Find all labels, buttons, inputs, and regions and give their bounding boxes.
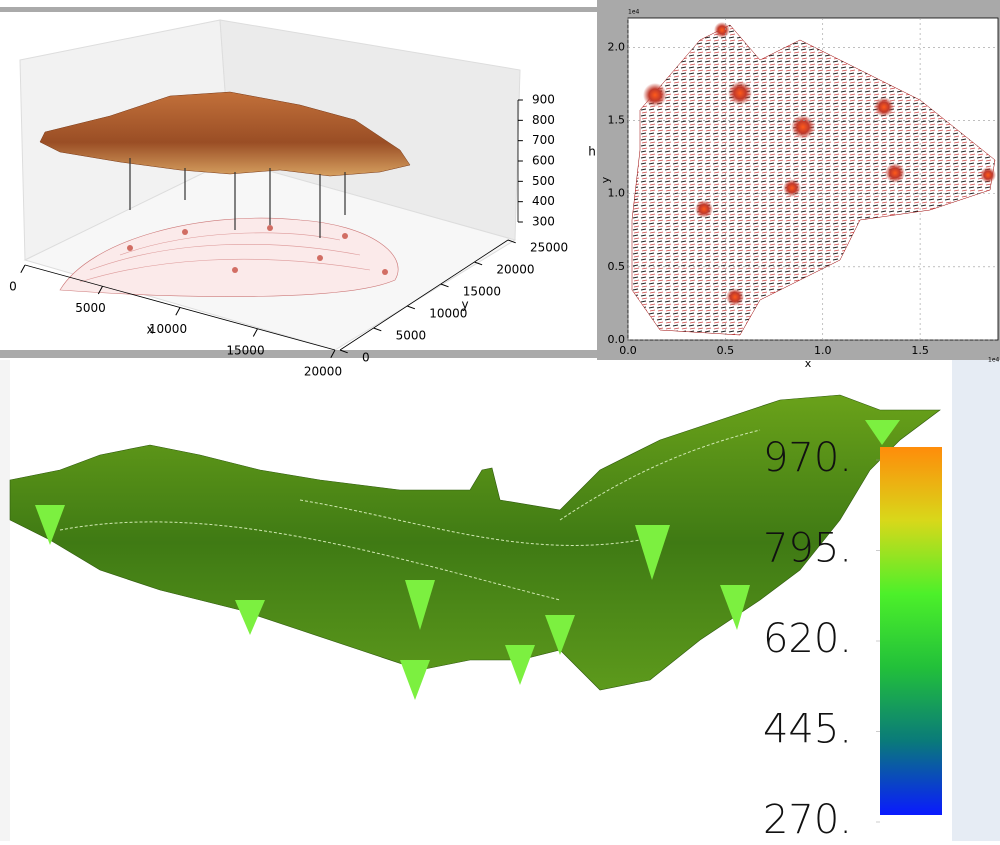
offset-label: 1e4: [988, 357, 1000, 364]
y-tick-label: 5000: [396, 329, 427, 343]
panel-edge: [0, 360, 10, 841]
axis-label: h: [588, 145, 596, 159]
z-tick-label: 700: [532, 133, 555, 147]
z-tick-label: 500: [532, 174, 555, 188]
panel-render: [0, 360, 1000, 841]
screenshot: 05000100001500020000x0500010000150002000…: [0, 0, 1000, 841]
axis-label: x: [805, 357, 812, 370]
y-tick-label: 0: [362, 351, 370, 365]
axis-label: y: [599, 176, 612, 183]
colorbar-label: 445.: [763, 707, 852, 753]
axis-label: x: [146, 323, 153, 337]
z-tick-label: 900: [532, 93, 555, 107]
colorbar-label: 970.: [763, 435, 852, 481]
z-tick-label: 300: [532, 215, 555, 229]
side-strip: [952, 360, 1000, 841]
x-tick-label: 1.0: [814, 344, 832, 357]
colorbar-label: 270.: [763, 797, 852, 841]
y-tick-label: 25000: [530, 241, 568, 255]
z-tick-label: 800: [532, 113, 555, 127]
y-tick-label: 0.0: [608, 333, 626, 346]
x-tick-label: 5000: [75, 301, 106, 315]
y-tick-label: 0.5: [608, 260, 626, 273]
colorbar-label: 620.: [763, 616, 852, 662]
panel-quiver: [597, 0, 1000, 368]
frame-bar: [0, 7, 597, 12]
y-tick-label: 15000: [463, 285, 501, 299]
y-tick-label: 2.0: [608, 40, 626, 53]
z-tick-label: 600: [532, 154, 555, 168]
colorbar: [880, 447, 942, 815]
z-tick-label: 400: [532, 194, 555, 208]
offset-label: 1e4: [628, 9, 640, 16]
y-tick-label: 1.5: [608, 113, 626, 126]
frame-bar: [0, 350, 600, 358]
x-tick-label: 0: [9, 280, 17, 294]
x-tick-label: 15000: [226, 343, 264, 357]
y-tick-label: 20000: [496, 263, 534, 277]
x-tick-label: 0.5: [717, 344, 735, 357]
x-tick-label: 1.5: [911, 344, 929, 357]
colorbar-label: 795.: [763, 526, 852, 572]
x-tick-label: 10000: [149, 322, 187, 336]
x-tick-label: 20000: [304, 365, 342, 379]
y-tick-label: 1.0: [608, 187, 626, 200]
axis-label: y: [461, 298, 468, 312]
